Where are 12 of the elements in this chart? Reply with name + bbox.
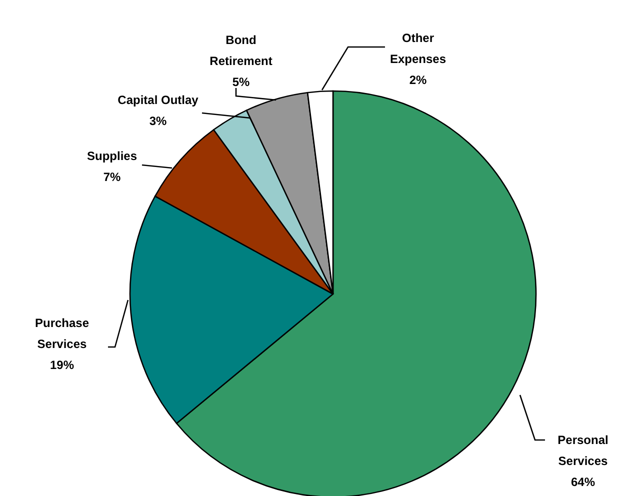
data-label: 2%: [409, 73, 427, 87]
data-label: 3%: [149, 114, 167, 128]
slice-label: Supplies: [86, 149, 138, 163]
data-label: 19%: [50, 358, 74, 372]
data-label: 64%: [570, 475, 596, 489]
slice-label: Bond Retirement: [210, 33, 272, 68]
slice-label: Purchase Services: [34, 316, 90, 351]
slice-label: Other Expenses: [390, 31, 446, 66]
data-label: 5%: [232, 75, 250, 89]
slice-label: Personal Services: [558, 433, 608, 468]
slice-label: Capital Outlay: [118, 93, 199, 107]
data-label: 7%: [103, 170, 121, 184]
